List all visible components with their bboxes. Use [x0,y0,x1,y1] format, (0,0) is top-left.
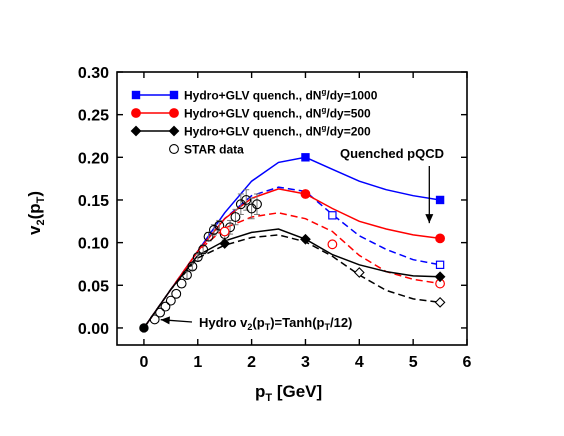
y-tick-label: 0.10 [78,236,109,253]
marker-dNg200-open [434,296,446,308]
star-data-point [198,244,209,255]
star-data-point [155,307,166,318]
legend-marker [169,144,179,154]
legend-label: Hydro+GLV quench., dNg/dy=500 [184,106,371,121]
curve-dNg500-dashed [143,212,441,329]
y-tick-label: 0.00 [78,321,109,338]
star-data-point [214,220,225,231]
star-data-point [182,270,192,280]
star-data-points [149,189,262,325]
legend-marker [169,90,179,100]
legend-marker [130,125,142,137]
star-data-point [171,288,182,299]
y-tick-label: 0.15 [78,193,109,210]
curve-dNg200-solid [143,228,441,329]
curve-dNg500-solid [143,188,441,329]
curve-dNg1000-dashed [143,186,441,329]
marker-dNg500-filled [435,233,445,244]
x-tick-label: 2 [247,354,256,371]
marker-dNg500-filled [300,189,311,199]
quenched-annotation: Quenched pQCD [340,146,444,161]
marker-dNg200-filled [219,238,231,249]
axis-ticks: 0 1 2 3 4 5 6 0.00 0.05 0.10 0.15 0.20 0.25 0.30 [78,65,472,371]
legend-label: Hydro+GLV quench., dNg/dy=1000 [184,88,378,103]
hydro-annotation: Hydro v2(pT)=Tanh(pT/12) [199,315,352,332]
model-markers [139,153,446,333]
x-tick-label: 0 [139,354,148,371]
star-data-point [165,295,176,306]
star-data-point [176,278,187,289]
quenched-annotation-arrow [425,166,434,224]
star-data-point [203,231,214,242]
marker-dNg1000-open [328,211,337,220]
x-tick-label: 5 [409,354,418,371]
x-tick-label: 3 [301,354,310,371]
y-tick-label: 0.05 [78,278,109,295]
star-data-point [149,314,160,325]
marker-hydro [139,323,149,333]
marker-dNg200-filled [434,271,446,283]
legend-marker [169,108,179,118]
hydro-annotation-arrow [160,316,193,325]
marker-dNg1000-filled [435,195,445,205]
marker-dNg200-open [353,267,365,278]
hydro-arrow-head [160,316,170,325]
marker-dNg1000-open [435,260,445,270]
legend-marker [131,90,141,100]
star-data-point [187,261,198,272]
y-axis-label: v2(pT) [25,191,47,235]
marker-dNg500-open [327,239,338,250]
y-tick-label: 0.25 [78,108,109,125]
legend-label: STAR data [184,143,244,157]
x-tick-label: 1 [193,354,202,371]
x-tick-label: 4 [355,354,364,371]
legend-label: Hydro+GLV quench., dNg/dy=200 [184,124,371,139]
model-curves [143,156,441,329]
marker-dNg200-filled [300,233,311,245]
y-tick-label: 0.20 [78,150,109,167]
y-tick-label: 0.30 [78,65,109,82]
star-data-point [241,195,252,205]
star-data-point [192,252,203,263]
curve-dNg1000-solid [143,156,441,329]
curve-dNg200-dashed [143,234,441,329]
legend: Hydro+GLV quench., dNg/dy=1000 Hydro+GLV … [130,88,378,157]
marker-dNg1000-filled [301,153,310,162]
marker-dNg500-open [219,226,230,237]
quenched-arrow-head [425,214,434,224]
plot-frame [116,71,468,346]
star-data-point [230,212,241,222]
legend-marker [168,125,180,137]
star-data-point [160,301,171,312]
star-data-point [252,199,262,210]
x-axis-label: pT [GeV] [255,382,322,404]
legend-marker [131,108,141,118]
x-tick-label: 6 [463,354,472,371]
